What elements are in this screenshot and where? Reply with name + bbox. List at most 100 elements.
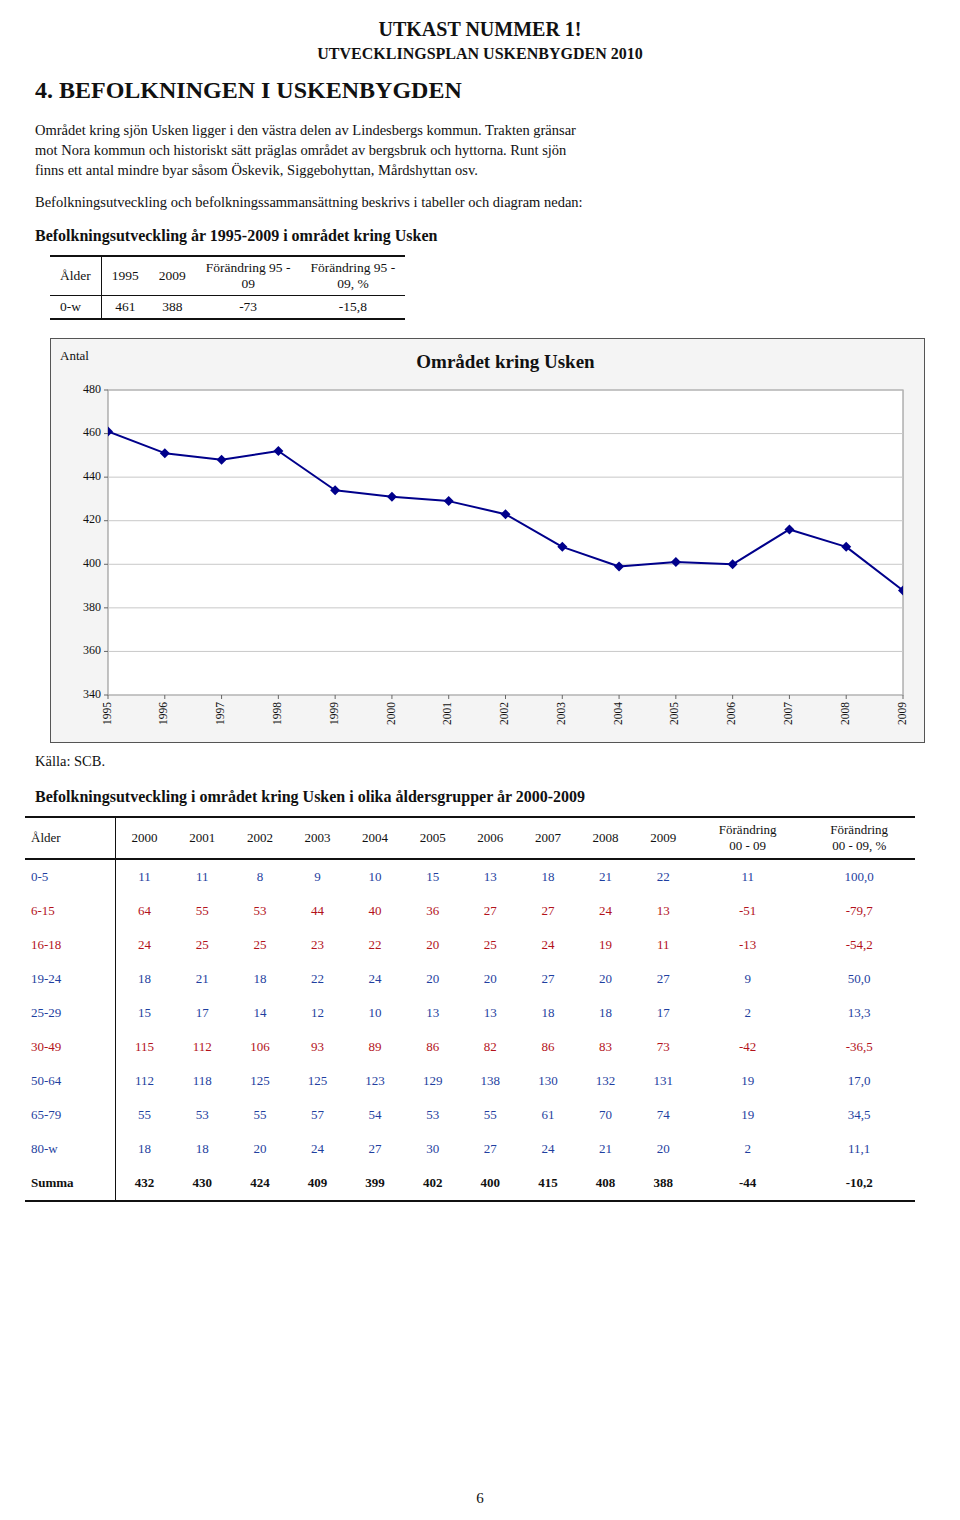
table-cell: 53 bbox=[173, 1098, 231, 1132]
column-header: Ålder bbox=[50, 256, 101, 296]
table-cell: 34,5 bbox=[803, 1098, 915, 1132]
x-tick-label: 1998 bbox=[271, 702, 283, 725]
table-cell: 40 bbox=[346, 894, 404, 928]
x-tick bbox=[505, 695, 506, 699]
table-cell: 11 bbox=[173, 859, 231, 894]
x-tick-label: 2006 bbox=[725, 702, 737, 725]
table-cell: 21 bbox=[577, 859, 635, 894]
y-tick bbox=[104, 695, 108, 696]
table-cell: 24 bbox=[289, 1132, 347, 1166]
table-cell: 24 bbox=[346, 962, 404, 996]
table-cell: 132 bbox=[577, 1064, 635, 1098]
table-cell: 27 bbox=[462, 894, 520, 928]
x-tick-label: 2004 bbox=[612, 702, 624, 725]
table-cell: 89 bbox=[346, 1030, 404, 1064]
column-header: Förändring 95 - 09, % bbox=[301, 256, 406, 296]
x-tick-label: 2001 bbox=[441, 702, 453, 725]
table-cell: 20 bbox=[404, 928, 462, 962]
table-cell: 19 bbox=[577, 928, 635, 962]
plot-frame bbox=[108, 390, 903, 695]
table-cell: 13 bbox=[404, 996, 462, 1030]
table-cell: 12 bbox=[289, 996, 347, 1030]
y-tick-label: 440 bbox=[83, 469, 101, 483]
table-cell: 50,0 bbox=[803, 962, 915, 996]
table-cell: 123 bbox=[346, 1064, 404, 1098]
column-header: 2005 bbox=[404, 817, 462, 859]
y-tick bbox=[104, 607, 108, 608]
x-tick-label: 2009 bbox=[896, 702, 908, 725]
table-cell: 22 bbox=[346, 928, 404, 962]
column-header: Ålder bbox=[25, 817, 115, 859]
table-cell: 118 bbox=[173, 1064, 231, 1098]
table-cell: 10 bbox=[346, 996, 404, 1030]
table-cell: 0-5 bbox=[25, 859, 115, 894]
data-line bbox=[108, 431, 903, 590]
column-header: 2007 bbox=[519, 817, 577, 859]
x-tick-label: 1996 bbox=[157, 702, 169, 725]
table-cell: 25 bbox=[462, 928, 520, 962]
y-tick-label: 460 bbox=[83, 425, 101, 439]
x-tick bbox=[846, 695, 847, 699]
table-cell: 80-w bbox=[25, 1132, 115, 1166]
table-cell: 115 bbox=[115, 1030, 173, 1064]
table-cell: -36,5 bbox=[803, 1030, 915, 1064]
y-tick bbox=[104, 520, 108, 521]
table-cell: 21 bbox=[173, 962, 231, 996]
table-cell: 20 bbox=[404, 962, 462, 996]
paragraph-line: Området kring sjön Usken ligger i den vä… bbox=[35, 120, 925, 140]
column-header: 2000 bbox=[115, 817, 173, 859]
data-point bbox=[160, 448, 170, 458]
table-cell: 70 bbox=[577, 1098, 635, 1132]
table-cell: 55 bbox=[462, 1098, 520, 1132]
table-cell: 21 bbox=[577, 1132, 635, 1166]
table-row: 0-511118910151318212211100,0 bbox=[25, 859, 915, 894]
y-tick-label: 400 bbox=[83, 556, 101, 570]
table-cell: 86 bbox=[519, 1030, 577, 1064]
table-cell: 93 bbox=[289, 1030, 347, 1064]
table-cell: 44 bbox=[289, 894, 347, 928]
title: UTKAST NUMMER 1! bbox=[35, 18, 925, 41]
y-tick-label: 360 bbox=[83, 643, 101, 657]
paragraph-line: finns ett antal mindre byar såsom Öskevi… bbox=[35, 160, 925, 180]
column-header: 2002 bbox=[231, 817, 289, 859]
page-number: 6 bbox=[0, 1490, 960, 1507]
table-cell: 19 bbox=[692, 1098, 803, 1132]
table-cell: 53 bbox=[231, 894, 289, 928]
table-row: 16-1824252523222025241911-13-54,2 bbox=[25, 928, 915, 962]
table-cell: 25 bbox=[173, 928, 231, 962]
table-cell: 55 bbox=[173, 894, 231, 928]
table-row: 50-641121181251251231291381301321311917,… bbox=[25, 1064, 915, 1098]
table-cell: 22 bbox=[289, 962, 347, 996]
table-cell: 20 bbox=[462, 962, 520, 996]
grid-line bbox=[108, 477, 903, 478]
table-cell: 112 bbox=[115, 1064, 173, 1098]
x-tick-label: 2007 bbox=[782, 702, 794, 725]
table-cell: 54 bbox=[346, 1098, 404, 1132]
table-cell: 125 bbox=[231, 1064, 289, 1098]
data-point bbox=[784, 524, 794, 534]
table-cell: 30 bbox=[404, 1132, 462, 1166]
table-cell: 402 bbox=[404, 1166, 462, 1201]
table-cell: 86 bbox=[404, 1030, 462, 1064]
section-heading: Befolkningsutveckling i området kring Us… bbox=[35, 788, 925, 806]
y-tick-label: 420 bbox=[83, 512, 101, 526]
table-cell: 112 bbox=[173, 1030, 231, 1064]
data-point bbox=[671, 557, 681, 567]
table-cell: 138 bbox=[462, 1064, 520, 1098]
table-cell: 55 bbox=[115, 1098, 173, 1132]
table-body: 0-w461388-73-15,8 bbox=[50, 296, 405, 320]
table-cell: 73 bbox=[634, 1030, 692, 1064]
table-cell: 131 bbox=[634, 1064, 692, 1098]
table-cell: 409 bbox=[289, 1166, 347, 1201]
table-cell: 20 bbox=[231, 1132, 289, 1166]
table-cell: 400 bbox=[462, 1166, 520, 1201]
column-header: 2009 bbox=[149, 256, 196, 296]
table-cell: 53 bbox=[404, 1098, 462, 1132]
table-cell: -79,7 bbox=[803, 894, 915, 928]
table-cell: 18 bbox=[519, 996, 577, 1030]
table-cell: 8 bbox=[231, 859, 289, 894]
table-cell: 25 bbox=[231, 928, 289, 962]
column-header: 1995 bbox=[101, 256, 149, 296]
table-cell: Summa bbox=[25, 1166, 115, 1201]
paragraph-line: mot Nora kommun och historiskt sätt präg… bbox=[35, 140, 925, 160]
